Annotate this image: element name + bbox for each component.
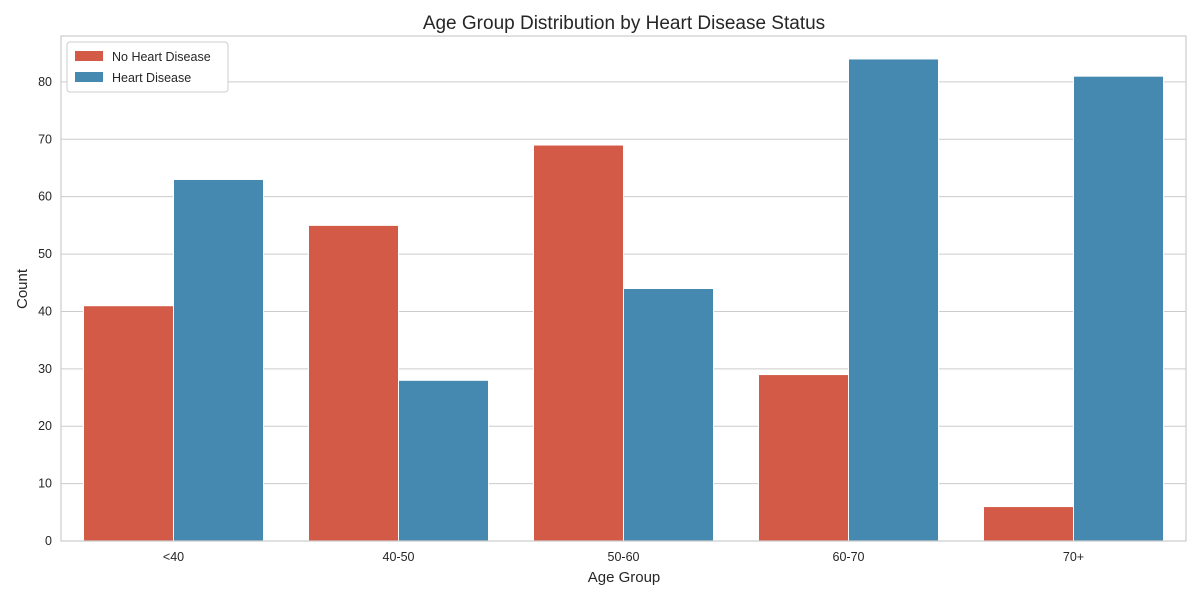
bar-no-heart-disease-40	[83, 305, 174, 542]
legend: No Heart Disease Heart Disease	[66, 41, 229, 93]
y-tick-label: 50	[38, 247, 52, 261]
bar-heart-disease-50-60	[623, 288, 714, 542]
y-tick-label: 40	[38, 304, 52, 318]
bar-heart-disease-40	[173, 178, 264, 542]
bar-heart-disease-40-50	[398, 379, 489, 542]
legend-box	[66, 41, 229, 93]
y-tick-label: 70	[38, 132, 52, 146]
y-tick-label: 30	[38, 362, 52, 376]
bar-no-heart-disease-50-60	[533, 144, 624, 542]
x-tick-labels: <40 40-50 50-60 60-70 70+	[163, 550, 1084, 564]
x-tick-label: 70+	[1063, 550, 1084, 564]
chart-title: Age Group Distribution by Heart Disease …	[423, 13, 825, 34]
bar-heart-disease-60-70	[848, 58, 939, 542]
bar-no-heart-disease-70	[983, 506, 1074, 542]
bar-no-heart-disease-40-50	[308, 224, 399, 542]
x-tick-label: 60-70	[833, 550, 865, 564]
bar-heart-disease-70	[1073, 75, 1164, 542]
y-tick-labels: 0 10 20 30 40 50 60 70 80	[38, 75, 52, 548]
y-tick-label: 20	[38, 419, 52, 433]
x-tick-label: 40-50	[383, 550, 415, 564]
bar-no-heart-disease-60-70	[758, 374, 849, 542]
plot-frame	[60, 35, 1187, 542]
x-axis-label: Age Group	[588, 569, 661, 586]
legend-swatch-heart-disease	[75, 72, 103, 82]
legend-label-no-heart-disease: No Heart Disease	[112, 50, 211, 64]
x-tick-label: 50-60	[608, 550, 640, 564]
y-tick-label: 60	[38, 190, 52, 204]
bars	[83, 58, 1164, 542]
legend-swatch-no-heart-disease	[75, 51, 103, 61]
y-axis-label: Count	[14, 268, 31, 309]
y-tick-label: 10	[38, 477, 52, 491]
legend-label-heart-disease: Heart Disease	[112, 71, 191, 85]
x-tick-label: <40	[163, 550, 184, 564]
y-tick-label: 80	[38, 75, 52, 89]
y-tick-label: 0	[45, 534, 52, 548]
